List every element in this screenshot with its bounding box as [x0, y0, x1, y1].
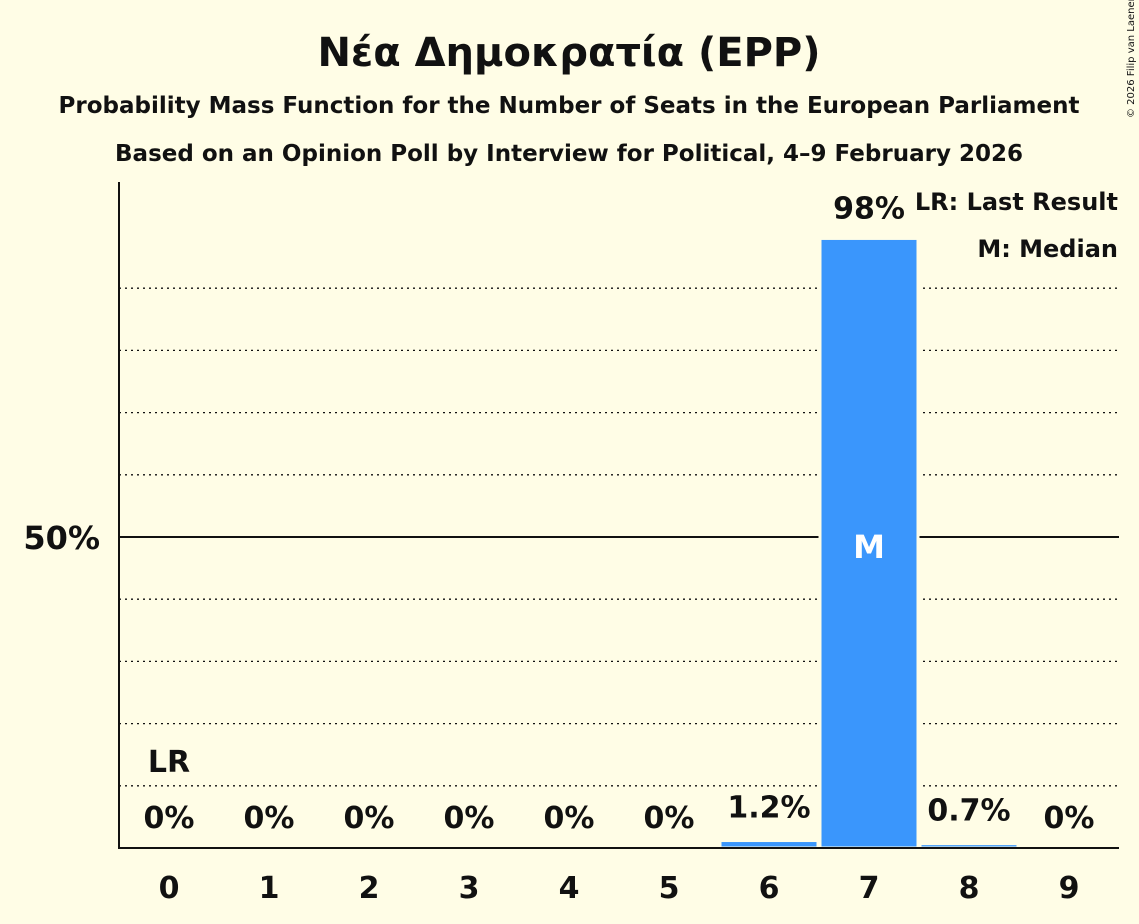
y-tick-label: 50%	[23, 519, 100, 557]
chart-subtitle-2: Based on an Opinion Poll by Interview fo…	[115, 141, 1023, 167]
value-label: 0%	[1044, 801, 1095, 836]
legend-last-result: LR: Last Result	[915, 188, 1118, 216]
value-label: 0%	[544, 801, 595, 836]
value-label: 98%	[833, 191, 905, 226]
value-label: 0%	[144, 801, 195, 836]
x-tick-label: 9	[1059, 871, 1080, 906]
copyright: © 2026 Filip van Laenen	[1126, 0, 1137, 118]
last-result-marker: LR	[148, 745, 190, 780]
value-label: 1.2%	[727, 791, 810, 826]
x-tick-label: 4	[559, 871, 580, 906]
median-marker: M	[853, 528, 885, 566]
x-tick-label: 7	[859, 871, 880, 906]
legend-median: M: Median	[977, 235, 1118, 263]
value-label: 0%	[244, 801, 295, 836]
chart-title: Νέα Δημοκρατία (EPP)	[317, 30, 820, 76]
x-tick-label: 5	[659, 871, 680, 906]
x-tick-label: 0	[159, 871, 180, 906]
bar-6	[718, 839, 820, 850]
x-tick-label: 2	[359, 871, 380, 906]
x-tick-label: 1	[259, 871, 280, 906]
x-tick-label: 8	[959, 871, 980, 906]
value-label: 0%	[644, 801, 695, 836]
value-label: 0%	[344, 801, 395, 836]
x-tick-label: 3	[459, 871, 480, 906]
value-label: 0.7%	[927, 794, 1010, 829]
x-tick-label: 6	[759, 871, 780, 906]
chart-subtitle: Probability Mass Function for the Number…	[59, 93, 1080, 119]
value-label: 0%	[444, 801, 495, 836]
bar-7	[818, 236, 920, 850]
